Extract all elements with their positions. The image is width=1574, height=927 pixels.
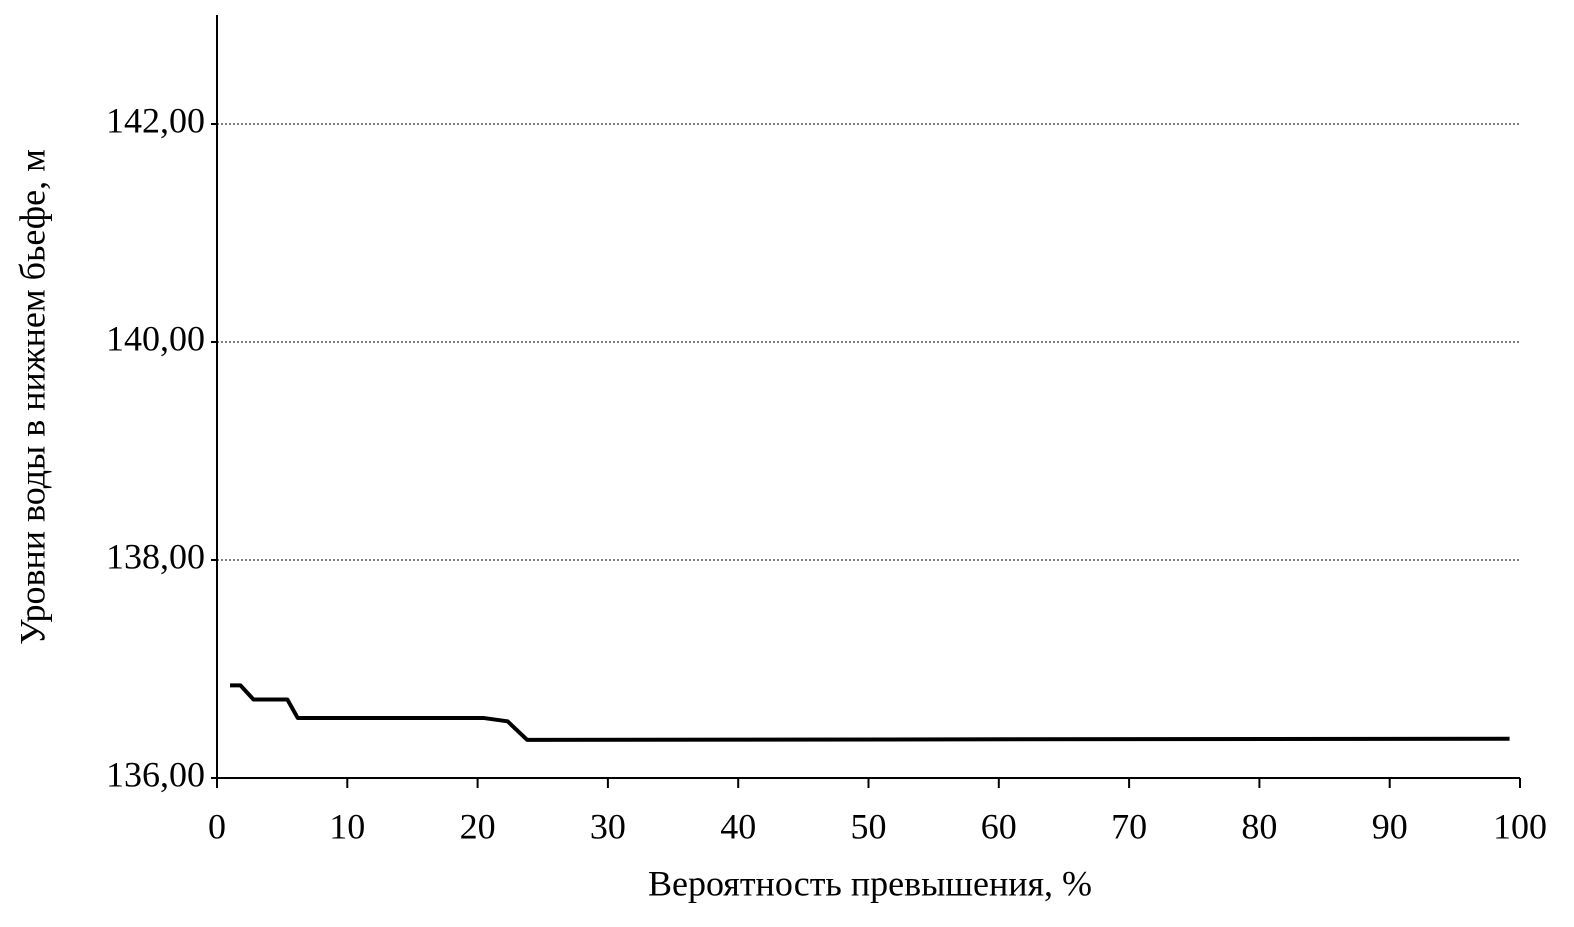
x-tick-label: 50 xyxy=(851,806,887,846)
x-axis-label: Вероятность превышения, % xyxy=(648,863,1092,903)
x-tick-label: 60 xyxy=(981,806,1017,846)
x-tick-label: 70 xyxy=(1111,806,1147,846)
y-axis-label: Уровни воды в нижнем бьефе, м xyxy=(12,149,52,645)
x-tick-label: 10 xyxy=(329,806,365,846)
x-tick-label: 30 xyxy=(590,806,626,846)
y-tick-label: 140,00 xyxy=(106,318,205,358)
data-line xyxy=(230,683,1510,742)
y-tick-label: 142,00 xyxy=(106,100,205,140)
x-tick-label: 40 xyxy=(720,806,756,846)
x-tick-label: 0 xyxy=(208,806,226,846)
y-tick-label: 136,00 xyxy=(106,754,205,794)
x-tick-label: 20 xyxy=(460,806,496,846)
x-tick-label: 80 xyxy=(1241,806,1277,846)
x-tick-label: 100 xyxy=(1493,806,1547,846)
x-tick-label: 90 xyxy=(1372,806,1408,846)
y-tick-label: 138,00 xyxy=(106,536,205,576)
